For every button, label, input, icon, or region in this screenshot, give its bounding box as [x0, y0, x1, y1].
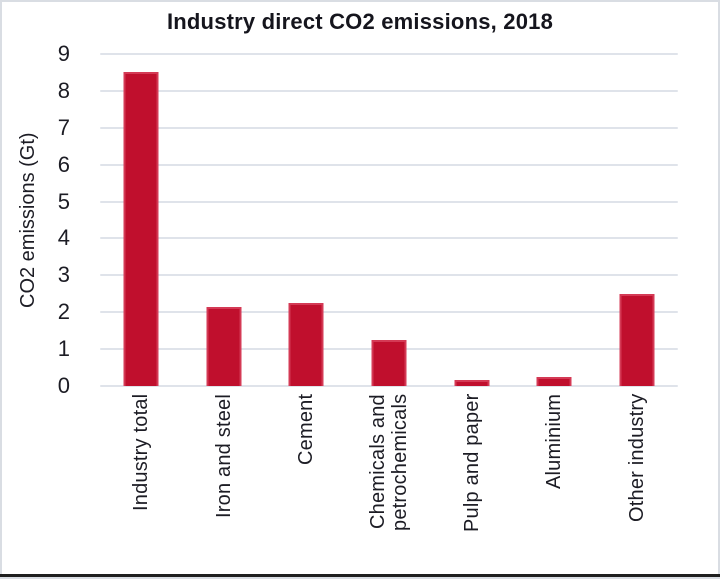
bar [454, 380, 490, 386]
gridline [100, 163, 678, 166]
y-tick-label: 1 [57, 336, 70, 362]
y-tick-label: 7 [57, 114, 70, 140]
x-tick-label: Other industry [625, 394, 648, 523]
gridline [100, 53, 678, 55]
y-axis-tick-labels: 0 1 2 3 4 5 6 7 8 9 [0, 41, 86, 398]
bar [206, 306, 242, 386]
plot-area [100, 53, 678, 387]
x-tick-label: Aluminium [543, 394, 566, 490]
x-tick-label: Chemicals and petrochemicals [367, 394, 411, 532]
gridline [100, 385, 678, 387]
bottom-border-rule [0, 574, 720, 577]
y-tick-label: 0 [57, 373, 70, 398]
bar [536, 376, 572, 386]
bar [619, 293, 655, 386]
bar [123, 72, 159, 386]
x-tick-label: Iron and steel [212, 394, 235, 518]
y-tick-label: 5 [57, 188, 70, 214]
y-tick-label: 2 [57, 299, 70, 325]
gridline [100, 89, 678, 92]
x-tick-label: Cement [295, 394, 318, 466]
gridline [100, 311, 678, 314]
y-tick-label: 8 [57, 77, 70, 103]
y-tick-label: 6 [57, 151, 70, 177]
y-tick-label: 4 [57, 225, 70, 251]
x-axis-tick-labels: Industry total Iron and steel Cement Chemic… [100, 394, 678, 570]
bar [371, 339, 407, 386]
x-tick-label: Pulp and paper [460, 394, 483, 533]
gridline [100, 200, 678, 203]
y-tick-label: 9 [57, 41, 70, 66]
x-tick-label: Industry total [130, 394, 153, 512]
y-tick-label: 3 [57, 262, 70, 288]
gridline [100, 237, 678, 240]
gridline [100, 126, 678, 129]
chart-title: Industry direct CO2 emissions, 2018 [166, 9, 554, 34]
bar [288, 303, 324, 386]
gridline [100, 274, 678, 277]
